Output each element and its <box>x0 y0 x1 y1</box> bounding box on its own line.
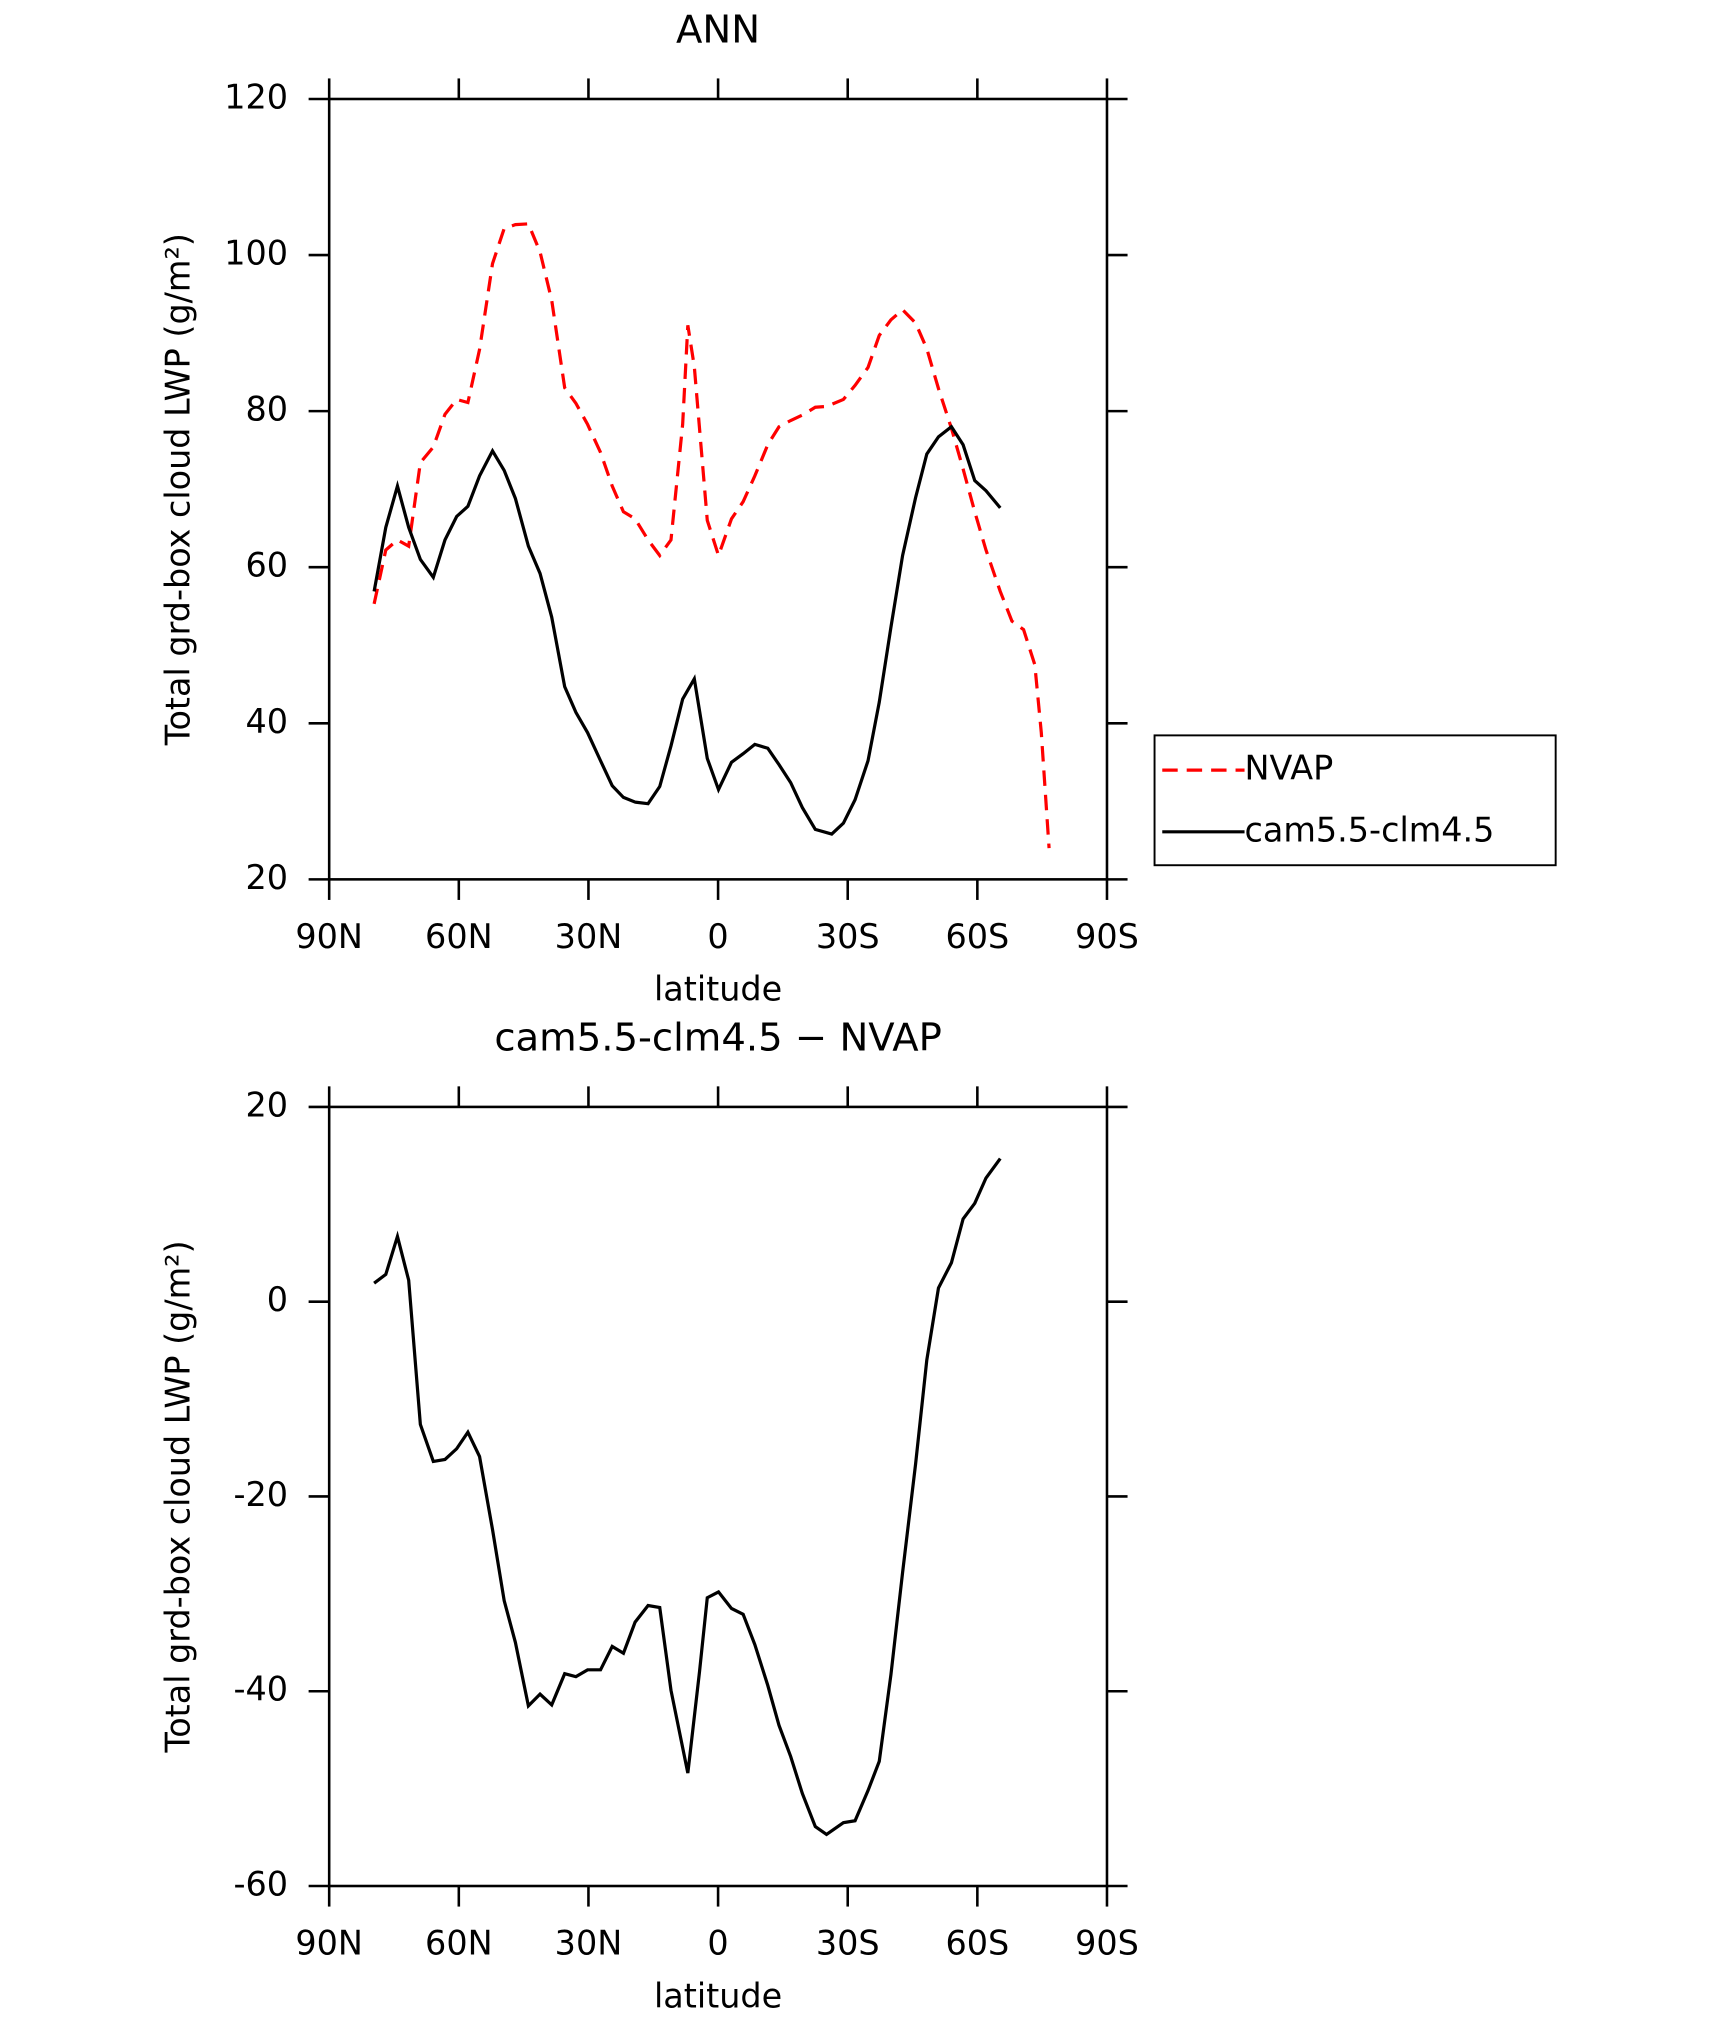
y-tick-label: 20 <box>246 1085 289 1124</box>
y-tick-label: 40 <box>246 702 289 741</box>
data-line <box>372 424 1002 836</box>
x-axis-label: latitude <box>654 970 782 1009</box>
y-tick-label: -40 <box>233 1670 288 1709</box>
x-axis-label: latitude <box>654 1976 782 2015</box>
y-axis-label: Total grd-box cloud LWP (g/m²) <box>159 233 198 746</box>
y-tick-label: 120 <box>224 77 288 116</box>
legend-label: cam5.5-clm4.5 <box>1245 810 1495 849</box>
y-tick-label: 20 <box>246 858 289 897</box>
x-tick-label: 90N <box>295 1924 363 1963</box>
legend-label: NVAP <box>1245 749 1334 788</box>
y-axis-label: Total grd-box cloud LWP (g/m²) <box>159 1240 198 1753</box>
x-tick-label: 30S <box>816 917 880 956</box>
x-tick-label: 30N <box>555 917 623 956</box>
x-tick-label: 30N <box>555 1924 623 1963</box>
y-tick-label: 0 <box>267 1280 288 1319</box>
legend-box <box>1153 734 1557 867</box>
chart-title: cam5.5-clm4.5 − NVAP <box>494 1016 942 1061</box>
x-tick-label: 90S <box>1075 1924 1139 1963</box>
y-tick-label: 100 <box>224 234 288 273</box>
x-tick-label: 90N <box>295 917 363 956</box>
y-tick-label: -20 <box>233 1475 288 1514</box>
x-tick-label: 90S <box>1075 917 1139 956</box>
y-tick-label: 80 <box>246 390 289 429</box>
x-tick-label: 0 <box>707 1924 728 1963</box>
chart-title: ANN <box>676 8 760 53</box>
x-tick-label: 60N <box>425 917 493 956</box>
y-tick-label: -60 <box>233 1865 288 1904</box>
x-tick-label: 60S <box>945 917 1009 956</box>
plot-frame <box>327 97 1109 881</box>
y-tick-label: 60 <box>246 546 289 585</box>
x-tick-label: 60N <box>425 1924 493 1963</box>
x-tick-label: 30S <box>816 1924 880 1963</box>
x-tick-label: 0 <box>707 917 728 956</box>
data-line <box>373 1157 1002 1837</box>
plot-frame <box>327 1105 1109 1888</box>
x-tick-label: 60S <box>945 1924 1009 1963</box>
data-line <box>372 222 1051 849</box>
